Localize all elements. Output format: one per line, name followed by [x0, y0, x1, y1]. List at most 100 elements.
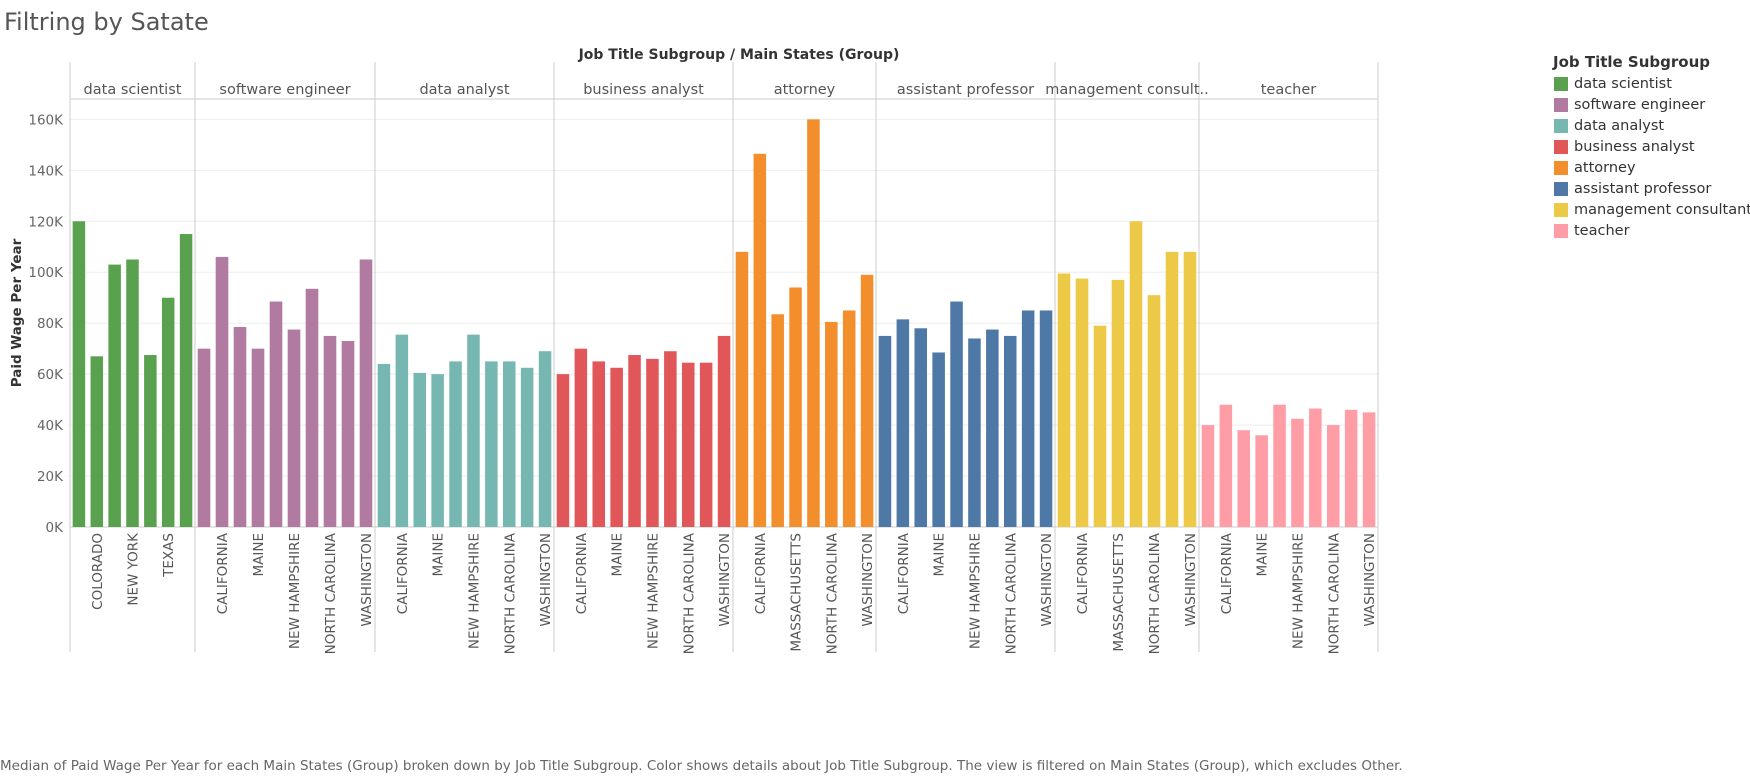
x-tick-label: NEW HAMPSHIRE: [287, 533, 303, 649]
bar: [807, 119, 820, 527]
x-tick-label: TEXAS: [161, 533, 177, 578]
x-tick-label: NEW HAMPSHIRE: [1290, 533, 1306, 649]
x-tick-label: CALIFORNIA: [1219, 532, 1235, 614]
bar: [1309, 408, 1322, 527]
page-title: Filtring by Satate: [4, 8, 209, 36]
bar: [628, 355, 641, 527]
x-tick-label: MAINE: [251, 533, 267, 577]
x-tick-label: MASSACHUSETTS: [1111, 533, 1127, 652]
bar: [1362, 412, 1376, 527]
legend-label: software engineer: [1574, 96, 1706, 113]
bar: [144, 355, 157, 527]
legend-label: management consultant: [1574, 201, 1750, 218]
bar: [646, 358, 659, 527]
legend-swatch: [1554, 97, 1568, 112]
legend-label: data scientist: [1574, 75, 1672, 92]
bar: [1003, 335, 1017, 527]
bar: [1057, 273, 1071, 527]
bar: [269, 301, 283, 527]
bar: [395, 334, 409, 527]
legend-swatch: [1554, 160, 1568, 175]
x-tick-label: NEW HAMPSHIRE: [645, 533, 661, 649]
bar: [1165, 251, 1179, 527]
legend-swatch: [1554, 76, 1568, 91]
chart-caption: Median of Paid Wage Per Year for each Ma…: [0, 758, 1403, 774]
bar: [449, 361, 462, 527]
x-tick-label: NORTH CAROLINA: [1147, 532, 1163, 654]
panel-header: management consult..: [1045, 82, 1208, 98]
legend-item: management consultant: [1553, 199, 1750, 220]
legend-label: teacher: [1574, 222, 1630, 239]
bar: [914, 328, 928, 527]
bar: [1326, 425, 1340, 527]
bar: [825, 321, 838, 527]
bar: [1237, 430, 1251, 527]
x-tick-label: CALIFORNIA: [753, 532, 769, 614]
bar: [502, 361, 516, 527]
bar: [1273, 404, 1286, 527]
bar: [717, 335, 731, 527]
bar: [341, 341, 355, 527]
bar: [592, 361, 606, 527]
bar: [1255, 435, 1268, 527]
legend-swatch: [1554, 223, 1568, 238]
bar: [1291, 418, 1304, 527]
legend-item: data scientist: [1553, 73, 1750, 94]
x-tick-label: WASHINGTON: [717, 533, 733, 627]
legend-item: business analyst: [1553, 136, 1750, 157]
panel-header: data analyst: [419, 82, 509, 98]
bar: [161, 297, 175, 527]
y-tick-label: 140K: [28, 163, 64, 179]
panel-header: attorney: [774, 82, 836, 98]
y-tick-label: 60K: [37, 367, 64, 383]
bar: [359, 259, 373, 527]
bar: [1039, 310, 1053, 527]
x-tick-label: CALIFORNIA: [215, 532, 231, 614]
bar: [1183, 251, 1197, 527]
legend-item: data analyst: [1553, 115, 1750, 136]
bar: [556, 374, 570, 527]
y-tick-label: 0K: [46, 520, 65, 536]
x-tick-label: CALIFORNIA: [395, 532, 411, 614]
bar: [377, 363, 391, 527]
bar: [664, 351, 677, 527]
bar: [1021, 310, 1035, 527]
x-tick-label: COLORADO: [90, 533, 106, 610]
bar: [126, 259, 139, 527]
bar: [878, 335, 892, 527]
y-tick-label: 100K: [28, 265, 64, 281]
legend-title: Job Title Subgroup: [1553, 53, 1711, 71]
bar: [681, 362, 695, 527]
legend-item: attorney: [1553, 157, 1750, 178]
x-tick-label: WASHINGTON: [1039, 533, 1055, 627]
x-tick-label: NORTH CAROLINA: [323, 532, 339, 654]
x-tick-label: MAINE: [932, 533, 948, 577]
column-header: Job Title Subgroup / Main States (Group): [578, 47, 900, 63]
bar: [431, 374, 444, 527]
bar: [789, 287, 802, 527]
bar: [215, 256, 229, 527]
x-tick-label: WASHINGTON: [359, 533, 375, 627]
x-tick-label: CALIFORNIA: [896, 532, 912, 614]
x-tick-label: CALIFORNIA: [574, 532, 590, 614]
bar: [574, 348, 588, 527]
x-tick-label: NEW HAMPSHIRE: [466, 533, 482, 649]
bar: [179, 234, 193, 527]
legend-swatch: [1554, 202, 1568, 217]
legend-items: data scientist software engineer data anal…: [1553, 73, 1750, 241]
y-tick-label: 40K: [37, 418, 64, 434]
bar: [1201, 425, 1215, 527]
y-tick-label: 80K: [37, 316, 64, 332]
y-tick-label: 20K: [37, 469, 64, 485]
legend-label: assistant professor: [1574, 180, 1712, 197]
bar: [233, 327, 247, 527]
legend-swatch: [1554, 139, 1568, 154]
legend-label: data analyst: [1574, 117, 1665, 134]
legend: Job Title Subgroup data scientist softwar…: [1553, 53, 1750, 241]
panel-header: software engineer: [219, 82, 350, 98]
x-tick-label: NORTH CAROLINA: [824, 532, 840, 654]
bar: [860, 274, 874, 527]
bar: [1093, 325, 1107, 527]
bar: [1111, 279, 1125, 527]
